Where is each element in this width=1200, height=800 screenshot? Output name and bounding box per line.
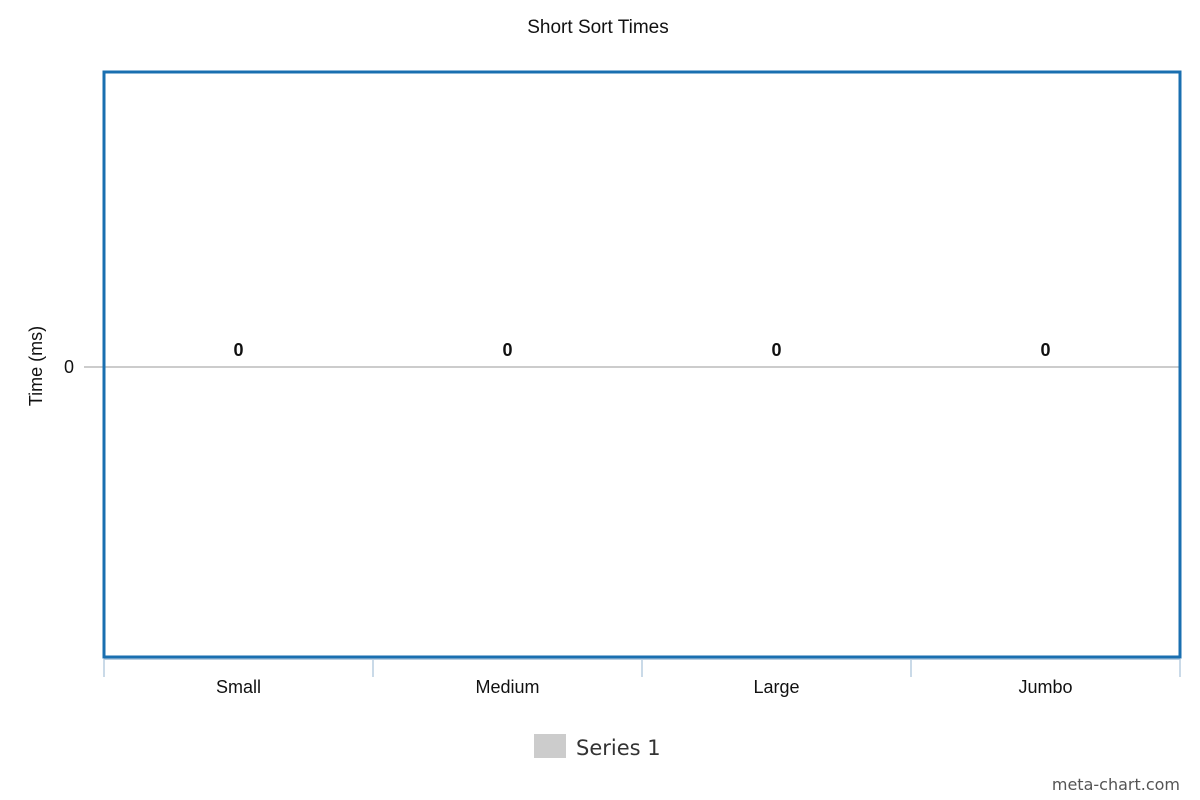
data-labels: 0 0 0 0	[233, 340, 1050, 360]
chart-title: Short Sort Times	[527, 17, 669, 38]
data-label: 0	[502, 340, 512, 360]
legend[interactable]: Series 1	[534, 734, 661, 760]
plot-area-border	[102, 70, 1182, 659]
data-label: 0	[233, 340, 243, 360]
data-label: 0	[771, 340, 781, 360]
x-tick-label: Medium	[475, 677, 539, 697]
y-tick-label: 0	[64, 357, 74, 377]
credit-watermark: meta-chart.com	[1052, 775, 1180, 794]
legend-label-series-1[interactable]: Series 1	[576, 736, 661, 760]
x-tick-label: Small	[216, 677, 261, 697]
x-tick-label: Large	[753, 677, 799, 697]
data-label: 0	[1040, 340, 1050, 360]
legend-swatch-series-1[interactable]	[534, 734, 566, 758]
x-tick-label: Jumbo	[1018, 677, 1072, 697]
axis-ticks: Small Medium Large Jumbo 0	[64, 357, 1181, 697]
y-axis-label: Time (ms)	[26, 326, 46, 406]
